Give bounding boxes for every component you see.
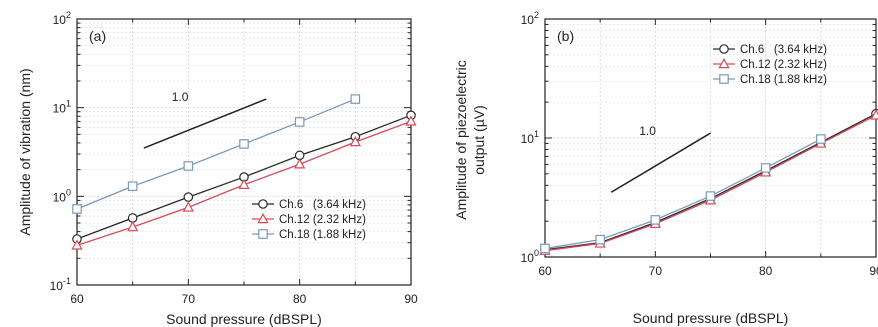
panel-label: (a) — [89, 28, 106, 44]
slope-indicator-line — [610, 132, 711, 193]
grid — [545, 19, 876, 257]
y-tick-exponent: 0 — [66, 187, 71, 197]
y-axis-label-line-1: Amplitude of piezoelectric — [453, 60, 469, 220]
y-axis-label-line-2: output (µV) — [471, 105, 487, 175]
y-tick-base: 10 — [521, 251, 535, 265]
x-tick-label: 70 — [649, 264, 663, 278]
legend-marker — [258, 199, 268, 209]
data-point — [350, 94, 361, 104]
data-point — [239, 139, 249, 149]
series-circle — [540, 108, 878, 255]
y-tick-exponent: 0 — [534, 248, 539, 258]
x-tick-label: 80 — [293, 292, 307, 306]
x-tick-label: 60 — [70, 292, 84, 306]
y-tick-exponent: -1 — [63, 276, 71, 286]
data-point — [650, 215, 661, 225]
y-tick-exponent: 1 — [534, 129, 539, 139]
y-tick-base: 10 — [53, 190, 67, 204]
data-point — [294, 117, 305, 127]
y-tick-base: 10 — [521, 13, 535, 27]
data-point — [349, 135, 361, 147]
series-line — [544, 113, 877, 251]
legend-entry: Ch.6 (3.64 kHz) — [740, 44, 827, 56]
legend-marker — [258, 229, 268, 239]
y-tick-base: 10 — [50, 279, 64, 293]
grid — [77, 19, 411, 285]
x-tick-label: 60 — [538, 264, 552, 278]
x-axis-label: Sound pressure (dBSPL) — [633, 310, 789, 326]
data-point — [71, 239, 83, 250]
y-tick-label: 101 — [53, 99, 71, 116]
y-axis-label: Amplitude of vibration (nm) — [17, 68, 33, 235]
data-point — [183, 161, 194, 171]
series-square — [540, 134, 826, 254]
x-axis-label: Sound pressure (dBSPL) — [166, 311, 322, 327]
x-tick-label: 70 — [182, 292, 196, 306]
legend-marker — [719, 44, 729, 54]
data-point — [405, 115, 417, 126]
legend-entry: Ch.12 (2.32 kHz) — [740, 59, 827, 71]
legend-marker — [257, 212, 269, 224]
x-tick-label: 80 — [759, 264, 773, 278]
series-triangle — [539, 109, 878, 255]
slope-indicator-label: 1.0 — [172, 90, 189, 104]
legend: Ch.6 (3.64 kHz) Ch.12 (2.32 kHz) Ch.18 (1.… — [713, 44, 827, 86]
y-tick-label: 101 — [521, 129, 539, 146]
y-tick-exponent: 2 — [66, 10, 71, 20]
legend-entry: Ch.18 (1.88 kHz) — [740, 74, 827, 86]
x-tick-label: 90 — [404, 292, 418, 306]
data-point — [705, 191, 716, 201]
slope-indicator-label: 1.0 — [639, 124, 656, 138]
slope-indicator-line — [143, 98, 267, 149]
data-point — [595, 234, 605, 245]
y-tick-base: 10 — [53, 13, 67, 27]
x-tick-label: 90 — [869, 264, 878, 278]
data-point — [127, 181, 138, 192]
data-point — [127, 221, 139, 232]
y-tick-base: 10 — [521, 132, 535, 146]
series-line — [76, 98, 356, 210]
data-point — [294, 158, 306, 169]
data-point — [183, 192, 194, 202]
data-point — [540, 243, 550, 254]
legend-marker — [718, 57, 730, 69]
panel-label: (b) — [557, 28, 574, 44]
legend: Ch.6 (3.64 kHz) Ch.12 (2.32 kHz) Ch.18 (1.… — [252, 199, 366, 241]
series-triangle — [71, 115, 417, 250]
legend-entry: Ch.12 (2.32 kHz) — [279, 214, 366, 226]
series-square — [72, 94, 361, 214]
y-tick-label: 10-1 — [50, 276, 71, 293]
chart-panel-b: 60708090100101102Sound pressure (dBSPL)A… — [453, 10, 878, 326]
data-point — [760, 163, 771, 173]
legend-marker — [719, 74, 729, 84]
data-point — [238, 178, 250, 189]
y-tick-exponent: 2 — [534, 10, 539, 20]
data-point — [182, 201, 194, 212]
legend-entry: Ch.18 (1.88 kHz) — [279, 229, 366, 241]
legend-entry: Ch.6 (3.64 kHz) — [279, 199, 366, 211]
data-point — [72, 204, 82, 214]
y-tick-label: 102 — [53, 10, 71, 27]
data-point — [816, 134, 826, 144]
series-line — [544, 138, 822, 250]
y-tick-exponent: 1 — [66, 99, 71, 109]
y-tick-label: 102 — [521, 10, 539, 27]
data-point — [127, 213, 138, 223]
y-tick-label: 100 — [521, 248, 539, 265]
data-point — [870, 109, 878, 120]
y-tick-base: 10 — [53, 102, 67, 116]
y-tick-label: 100 — [53, 187, 71, 204]
